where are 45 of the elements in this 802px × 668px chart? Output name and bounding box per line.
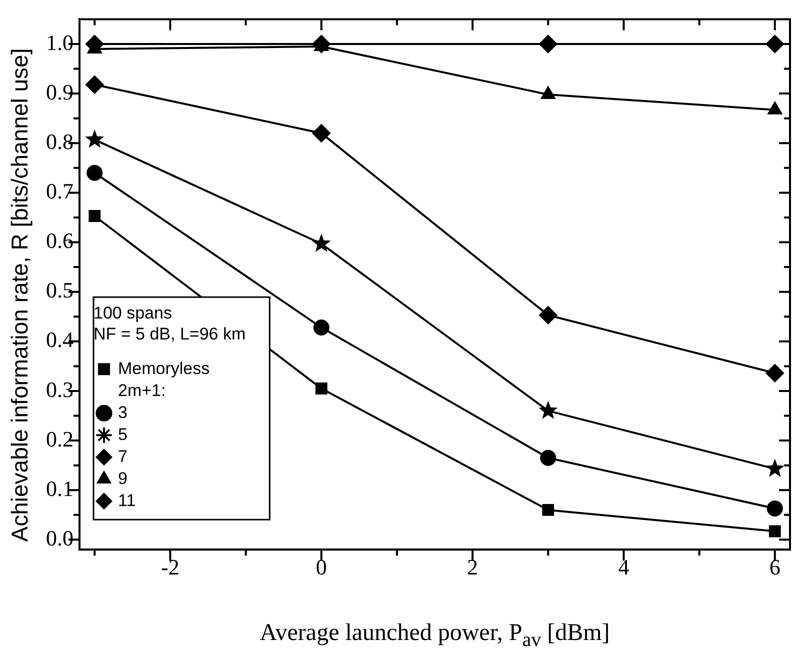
point <box>313 320 330 336</box>
point <box>542 504 554 516</box>
y-tick-label: 0.9 <box>46 79 74 104</box>
point <box>539 34 558 53</box>
point <box>540 450 556 466</box>
point <box>315 382 328 394</box>
y-tick-label: 0.8 <box>46 128 74 154</box>
y-tick-label: 0.0 <box>46 525 74 550</box>
point <box>766 364 784 382</box>
legend-label: 11 <box>118 490 136 510</box>
point <box>88 210 101 222</box>
x-tick-label: 6 <box>769 554 780 580</box>
x-tick-label: 2 <box>467 554 478 580</box>
point <box>538 400 558 419</box>
legend-title: 100 spans NF = 5 dB, L=96 km <box>94 303 246 344</box>
point <box>766 500 783 516</box>
y-tick-label: 0.2 <box>46 426 74 452</box>
legend-label: 5 <box>118 424 128 444</box>
point <box>85 130 104 148</box>
point <box>765 458 784 477</box>
x-axis-title: Average launched power, P$_{av}$ [dBm] <box>258 620 611 652</box>
legend-label: Memoryless <box>118 358 210 378</box>
y-tick-label: 0.4 <box>46 327 74 352</box>
legend-label: 3 <box>118 402 128 422</box>
y-axis-title: Achievable information rate, R [bits/channel use] <box>6 48 34 542</box>
y-tick-label: 0.6 <box>46 228 74 254</box>
x-tick-label: 4 <box>618 554 630 580</box>
point <box>312 234 331 252</box>
x-tick-label: -2 <box>161 554 180 580</box>
point <box>768 525 781 538</box>
point <box>766 34 784 53</box>
y-tick-label: 0.1 <box>46 476 74 501</box>
x-tick-label: 0 <box>316 554 327 580</box>
annotation: 2m+1: <box>118 380 166 400</box>
legend-label: 9 <box>118 468 128 488</box>
point <box>312 124 330 142</box>
point <box>86 164 103 181</box>
y-tick-label: 1.0 <box>46 30 74 55</box>
y-tick-label: 0.7 <box>46 178 74 204</box>
point <box>539 306 558 324</box>
point <box>86 76 104 94</box>
y-tick-label: 0.5 <box>46 278 74 303</box>
legend-label: 7 <box>118 446 128 466</box>
point <box>541 86 556 100</box>
y-tick-label: 0.3 <box>46 376 74 402</box>
